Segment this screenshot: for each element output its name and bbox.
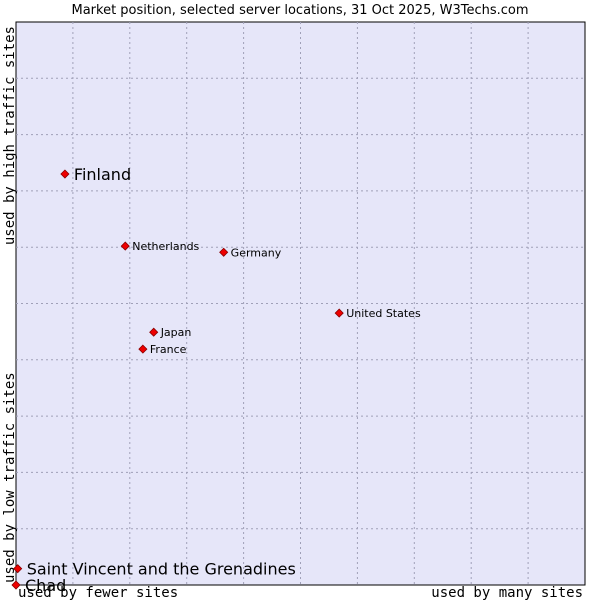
data-label-france: France	[150, 343, 187, 356]
data-point-france	[138, 344, 148, 354]
data-point-saint-vincent-and-the-grenadines	[13, 564, 23, 574]
data-point-japan	[149, 327, 159, 337]
grid-lines	[16, 22, 585, 585]
data-point-finland	[60, 169, 70, 179]
data-label-saint-vincent-and-the-grenadines: Saint Vincent and the Grenadines	[27, 560, 296, 579]
y-axis-label-low: used by low traffic sites	[2, 372, 18, 583]
data-point-chad	[11, 580, 21, 590]
x-axis-label-low: used by fewer sites	[18, 585, 178, 600]
y-axis-label-high: used by high traffic sites	[2, 26, 18, 245]
data-label-united-states: United States	[346, 307, 421, 320]
x-axis-label-high: used by many sites	[431, 585, 583, 600]
data-label-finland: Finland	[74, 165, 131, 184]
data-point-united-states	[334, 308, 344, 318]
data-points: Finland Netherlands Germany United States Ja…	[11, 165, 421, 595]
data-label-netherlands: Netherlands	[132, 240, 199, 253]
data-point-netherlands	[120, 241, 130, 251]
data-label-chad: Chad	[25, 576, 66, 595]
data-label-japan: Japan	[160, 326, 192, 339]
chart-title: Market position, selected server locatio…	[71, 3, 528, 18]
data-label-germany: Germany	[231, 246, 282, 259]
data-point-germany	[219, 247, 229, 257]
